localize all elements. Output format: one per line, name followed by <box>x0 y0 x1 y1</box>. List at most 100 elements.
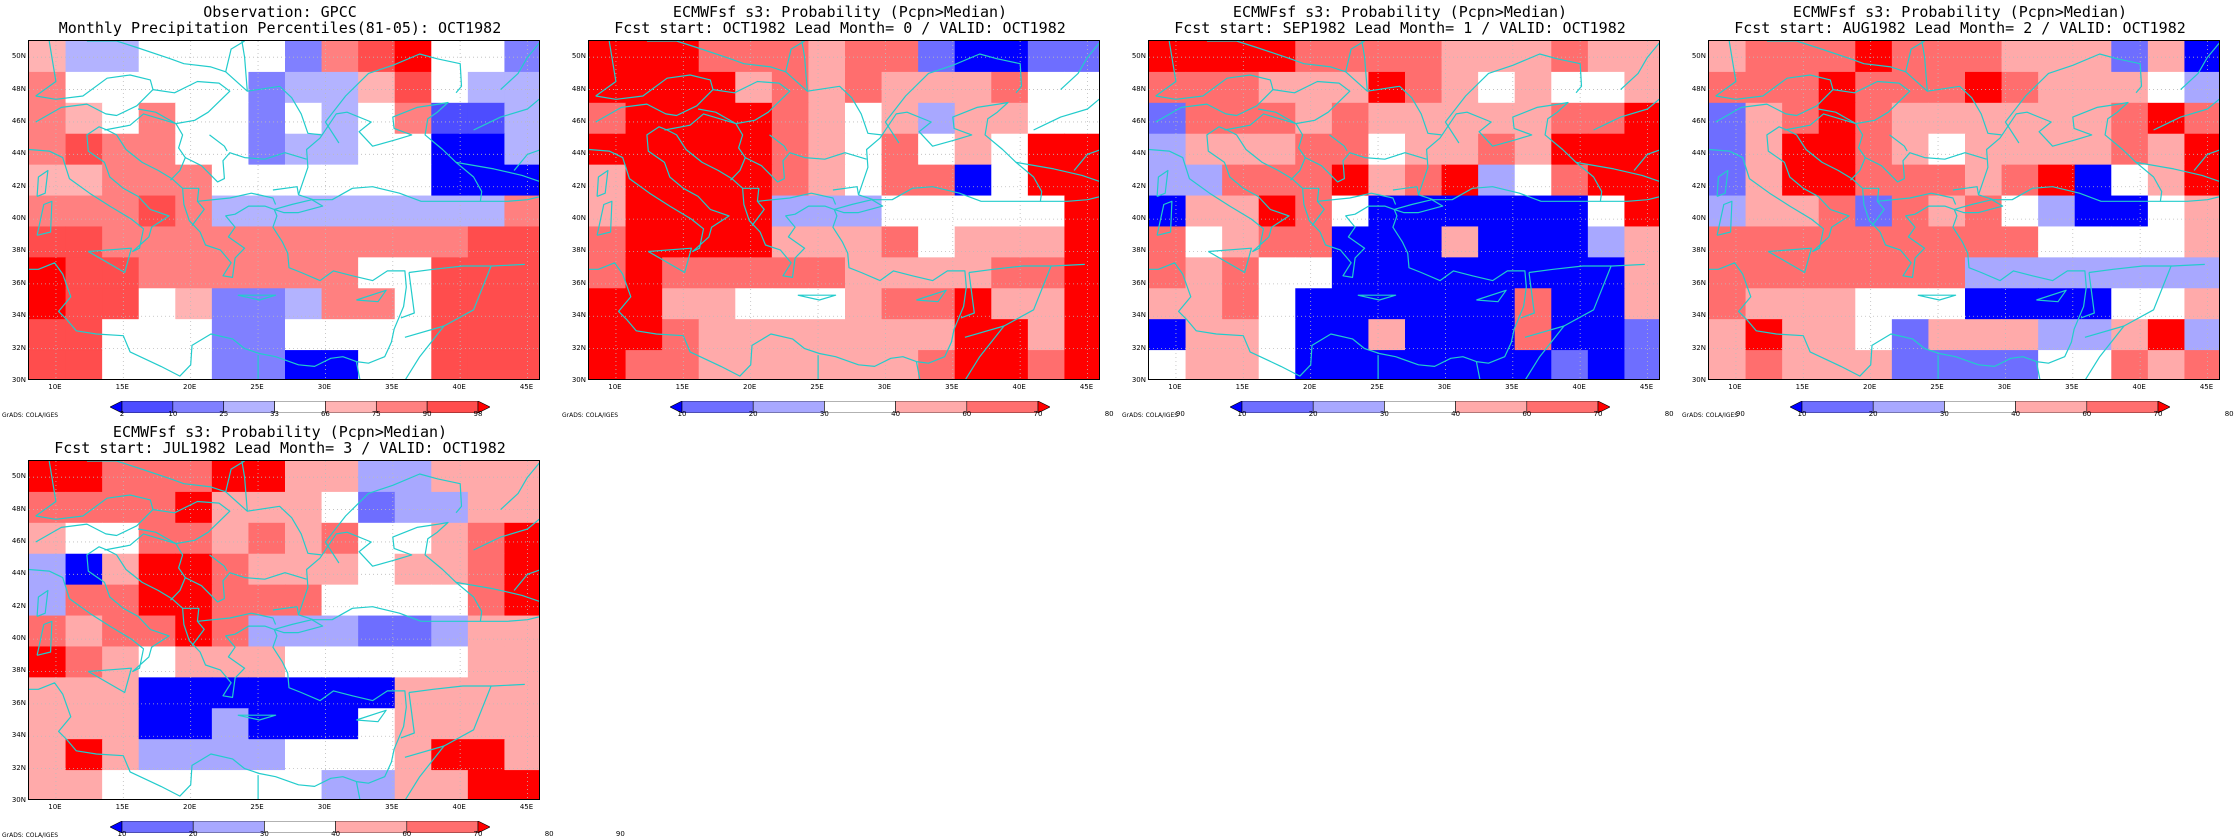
grid-cell <box>138 41 176 73</box>
colorbar-canvas <box>109 400 491 414</box>
colorbar-tick-label: 20 <box>1308 410 1318 418</box>
colorbar-tick-label: 20 <box>1868 410 1878 418</box>
grid-cell <box>467 288 506 320</box>
coastline <box>513 569 539 591</box>
latitude-tick-label: 36N <box>11 698 26 707</box>
grid-cell <box>29 257 67 289</box>
colorbar-tick-label: 10 <box>1797 410 1807 418</box>
grid-cell <box>394 164 432 197</box>
colorbar <box>109 398 491 414</box>
grid-cell <box>358 553 396 586</box>
grid-cell <box>1331 133 1370 166</box>
grid-cell <box>175 71 213 104</box>
longitude-tick-label: 45E <box>2199 383 2214 391</box>
colorbar-tick-label: 33 <box>270 410 280 418</box>
coastline <box>404 265 492 338</box>
grid-cell <box>102 350 140 379</box>
grads-credit: GrADS: COLA/IGES <box>2 412 59 419</box>
grid-cell <box>991 41 1029 73</box>
grid-cell <box>1587 226 1626 258</box>
colorbar-canvas <box>669 400 1051 414</box>
grid-cell <box>394 491 432 524</box>
coastline <box>2085 325 2125 379</box>
grid-cell <box>954 350 992 379</box>
grid-cell <box>1965 350 2003 379</box>
grid-cell <box>1745 195 1783 228</box>
grid-cell <box>1368 257 1406 289</box>
colorbar-tick-label: 60 <box>402 830 412 838</box>
coastline <box>1317 192 1397 205</box>
colorbar-tick-label: 30 <box>1939 410 1949 418</box>
grid-cell <box>1295 319 1333 351</box>
grid-cell <box>1551 164 1589 197</box>
grid-cell <box>431 646 469 678</box>
coastline <box>1345 41 1365 72</box>
grid-cell <box>1405 350 1443 379</box>
coastline <box>274 619 324 634</box>
grid-cell <box>1222 133 1260 166</box>
longitude-tick-label: 35E <box>2065 383 2079 391</box>
coastline <box>1784 113 1866 181</box>
coastline <box>1392 186 1420 195</box>
latitude-tick-label: 44N <box>571 149 586 158</box>
grid-cell <box>1855 133 1893 166</box>
latitude-tick-label: 38N <box>11 666 26 675</box>
latitude-tick-label: 32N <box>11 343 26 352</box>
latitude-tick-label: 34N <box>1691 311 1706 320</box>
grid-cell <box>1222 195 1260 228</box>
coastline <box>1921 41 1928 92</box>
colorbar-tick-label: 80 <box>1664 410 1674 418</box>
grid-cell <box>918 319 956 351</box>
grid-cell <box>954 133 992 166</box>
grid-cell <box>65 41 103 73</box>
grid-cell <box>1258 288 1296 320</box>
grid-cell <box>625 288 663 320</box>
grid-cell <box>1295 102 1333 135</box>
grid-cell <box>1185 257 1223 289</box>
grid-cell <box>662 350 700 379</box>
grid-cell <box>1624 102 1659 135</box>
grid-cell <box>845 226 883 258</box>
grid-cell <box>1745 257 1783 289</box>
latitude-tick-label: 48N <box>11 84 26 93</box>
grid-cell <box>918 350 956 379</box>
grid-cell <box>1441 41 1479 73</box>
grid-cell <box>394 584 432 617</box>
grid-cell <box>735 319 773 351</box>
grid-cell <box>504 646 539 678</box>
coastline <box>225 461 245 492</box>
grid-cell <box>1295 133 1333 166</box>
coastline <box>595 41 617 97</box>
grid-cell <box>211 770 250 799</box>
grid-cell <box>102 491 140 524</box>
panel-subtitle: Monthly Precipitation Percentiles(81-05)… <box>58 19 502 37</box>
colorbar <box>109 818 491 834</box>
colorbar-tick-label: 10 <box>168 410 178 418</box>
latitude-tick-label: 42N <box>1691 181 1706 190</box>
grid-cell <box>321 553 359 586</box>
grid-cell <box>1782 71 1820 104</box>
coastline <box>324 53 463 144</box>
grid-cell <box>1027 41 1066 73</box>
grid-cell <box>467 646 506 678</box>
longitude-tick-label: 40E <box>2132 383 2146 391</box>
grid-cell <box>1818 41 1856 73</box>
grid-cell <box>625 226 663 258</box>
grid-cell <box>1149 350 1187 379</box>
grid-cell <box>1331 226 1370 258</box>
grid-cell <box>467 41 506 73</box>
latitude-tick-label: 30N <box>1131 376 1146 384</box>
grid-cell <box>248 164 286 197</box>
grid-cell <box>29 41 67 73</box>
grid-cell <box>248 102 286 135</box>
grid-cell <box>1855 226 1893 258</box>
grid-cell <box>991 133 1029 166</box>
latitude-tick-label: 48N <box>571 84 586 93</box>
grid-cell <box>2147 195 2186 228</box>
coastline <box>1361 41 1368 92</box>
grid-cell <box>394 195 432 228</box>
grid-cell <box>1745 133 1783 166</box>
grid-cell <box>431 350 469 379</box>
grid-cell <box>1745 226 1783 258</box>
grid-cell <box>625 133 663 166</box>
